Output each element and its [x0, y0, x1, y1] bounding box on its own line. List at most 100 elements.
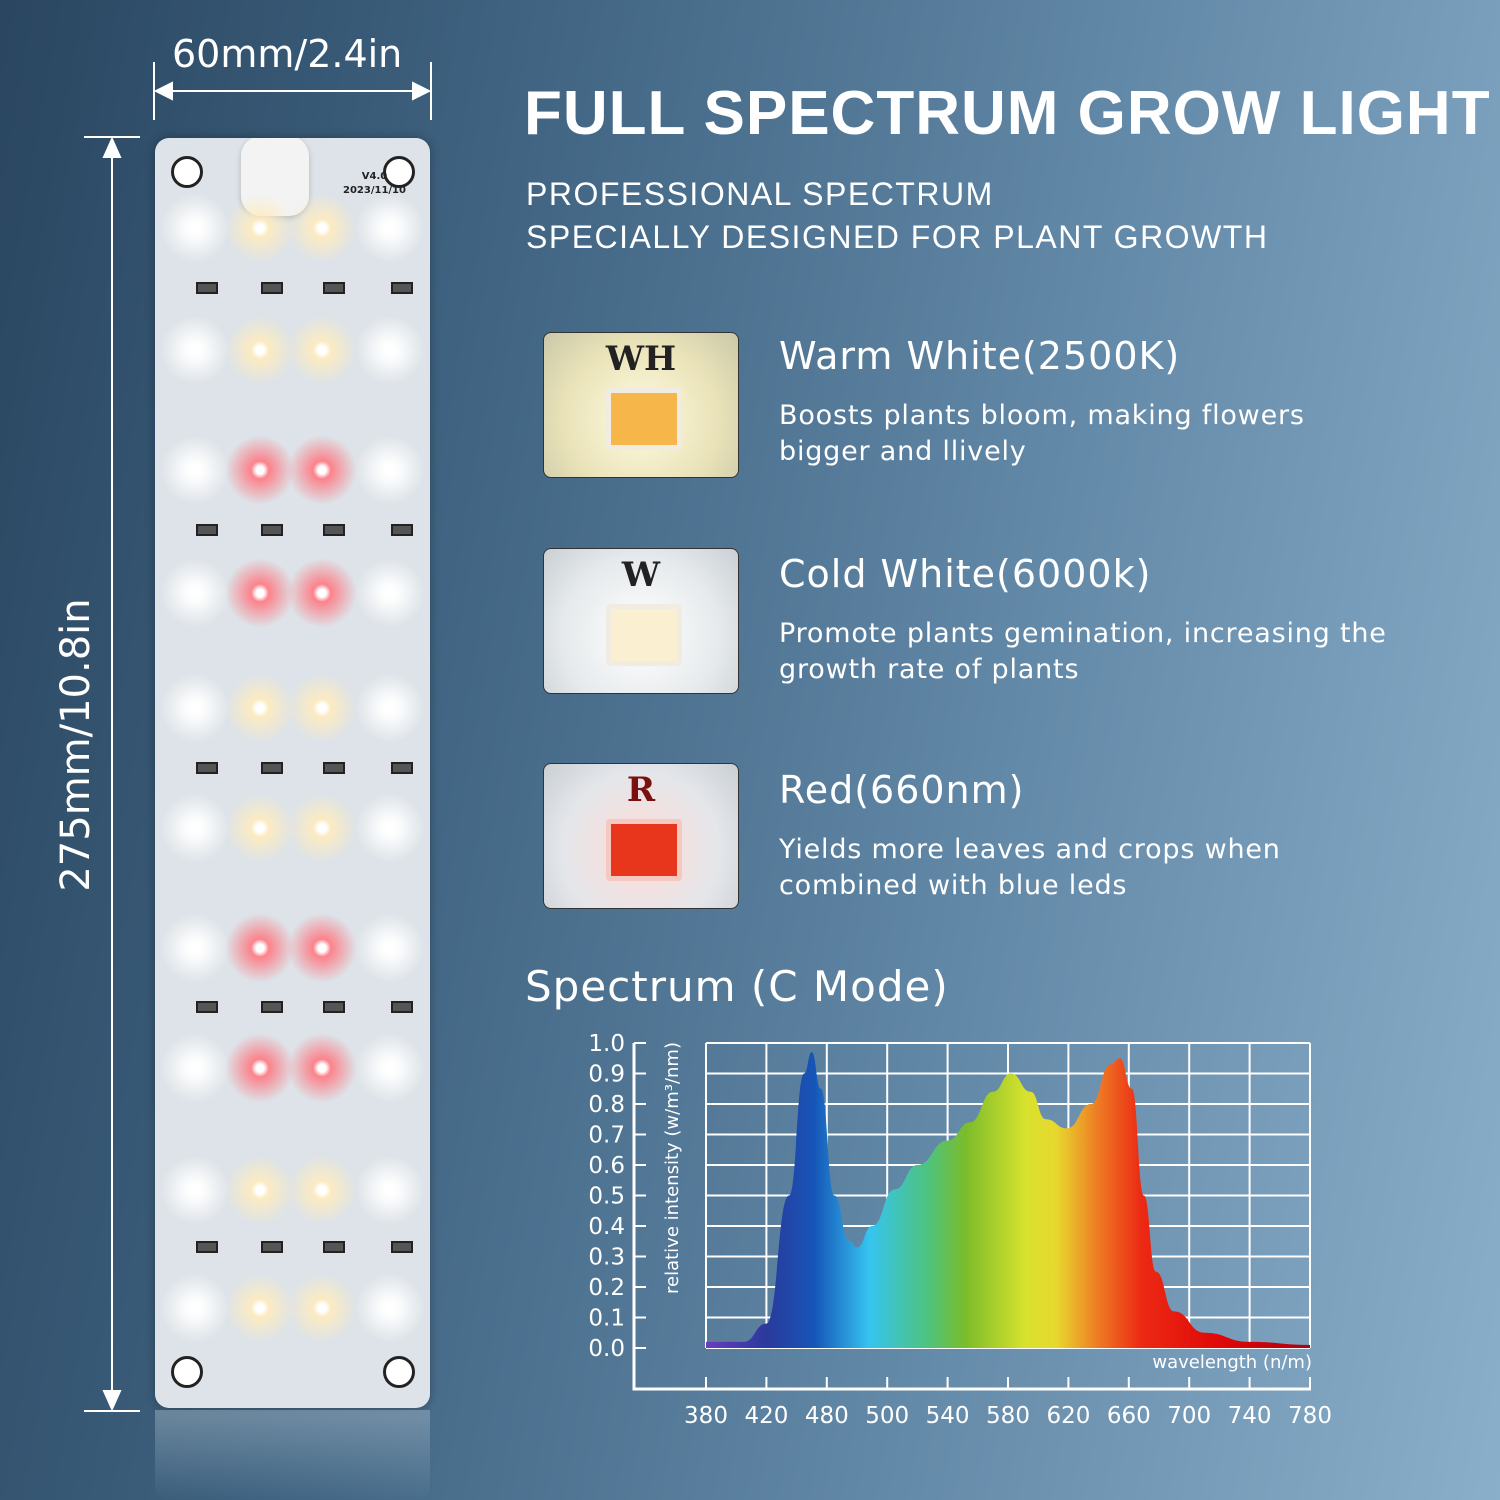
y-axis-label: relative intensity (w/m³/nm) — [662, 1042, 683, 1294]
y-tick-label: 0.6 — [588, 1153, 625, 1179]
led-chip — [606, 388, 682, 450]
x-axis-label: wavelength (n/m) — [1152, 1352, 1312, 1373]
y-tick-label: 0.4 — [588, 1214, 625, 1240]
white-led — [160, 1155, 230, 1225]
white-led — [355, 913, 425, 983]
chip-label: R — [626, 770, 656, 810]
y-tick-label: 0.3 — [588, 1245, 625, 1271]
resistor — [391, 524, 413, 536]
feature-description: Yields more leaves and crops when combin… — [779, 834, 1281, 901]
resistor — [196, 1001, 218, 1013]
resistor — [196, 524, 218, 536]
white-led — [160, 793, 230, 863]
led-chip — [606, 819, 682, 881]
white-led — [225, 193, 295, 263]
subtitle-line-1: PROFESSIONAL SPECTRUM — [526, 176, 994, 212]
white-led — [355, 435, 425, 505]
board-version: V4.0 — [361, 171, 388, 182]
y-tick-label: 0.5 — [588, 1184, 625, 1210]
y-tick-label: 0.8 — [588, 1092, 625, 1118]
resistor — [323, 1001, 345, 1013]
x-tick-label: 480 — [805, 1403, 849, 1429]
x-tick-label: 620 — [1046, 1403, 1090, 1429]
resistor — [261, 282, 283, 294]
feature-description: Promote plants gemination, increasing th… — [779, 618, 1387, 685]
white-led — [225, 793, 295, 863]
white-led — [287, 673, 357, 743]
spectrum-area — [706, 1052, 1310, 1348]
resistor — [391, 282, 413, 294]
y-tick-label: 0.0 — [588, 1336, 625, 1362]
red-led — [225, 435, 295, 505]
white-led — [225, 673, 295, 743]
y-tick-label: 0.9 — [588, 1062, 625, 1088]
x-tick-label: 780 — [1288, 1403, 1332, 1429]
white-led — [355, 193, 425, 263]
resistor — [261, 762, 283, 774]
feature-title: Red(660nm) — [779, 768, 1025, 812]
x-tick-label: 540 — [926, 1403, 970, 1429]
white-led — [355, 558, 425, 628]
resistor — [391, 762, 413, 774]
feature-title: Cold White(6000k) — [779, 552, 1152, 596]
x-tick-label: 580 — [986, 1403, 1030, 1429]
white-led — [225, 315, 295, 385]
mounting-hole — [171, 156, 203, 188]
x-tick-label: 660 — [1107, 1403, 1151, 1429]
resistor — [323, 524, 345, 536]
white-led — [225, 1155, 295, 1225]
resistor — [391, 1001, 413, 1013]
red-led — [287, 1033, 357, 1103]
mounting-hole — [171, 1356, 203, 1388]
y-tick-label: 1.0 — [588, 1031, 625, 1057]
red-led — [225, 1033, 295, 1103]
resistor — [261, 1241, 283, 1253]
white-led — [287, 315, 357, 385]
resistor — [391, 1241, 413, 1253]
chart-title: Spectrum (C Mode) — [525, 962, 949, 1011]
white-led — [287, 793, 357, 863]
white-led — [160, 1273, 230, 1343]
dimension-arrows — [84, 62, 432, 1412]
x-tick-label: 380 — [684, 1403, 728, 1429]
white-led — [355, 673, 425, 743]
chip-label: W — [621, 555, 661, 595]
white-led — [287, 1155, 357, 1225]
x-tick-label: 700 — [1167, 1403, 1211, 1429]
white-led — [355, 315, 425, 385]
mounting-hole — [383, 1356, 415, 1388]
resistor — [196, 1241, 218, 1253]
red-led — [287, 913, 357, 983]
red-led — [225, 913, 295, 983]
axis-frame — [632, 1043, 1311, 1391]
y-tick-label: 0.2 — [588, 1275, 625, 1301]
y-tick-label: 0.1 — [588, 1306, 625, 1332]
y-tick-label: 0.7 — [588, 1123, 625, 1149]
x-tick-label: 740 — [1228, 1403, 1272, 1429]
mounting-hole — [383, 156, 415, 188]
resistor — [261, 524, 283, 536]
white-led — [160, 435, 230, 505]
subtitle-line-2: SPECIALLY DESIGNED FOR PLANT GROWTH — [526, 219, 1269, 255]
white-led — [355, 1033, 425, 1103]
cold-white-chip-image: W — [543, 548, 739, 694]
warm-white-chip-image: WH — [543, 332, 739, 478]
white-led — [160, 558, 230, 628]
red-led — [225, 558, 295, 628]
white-led — [355, 1155, 425, 1225]
x-tick-label: 420 — [744, 1403, 788, 1429]
white-led — [355, 1273, 425, 1343]
white-led — [160, 315, 230, 385]
white-led — [287, 193, 357, 263]
resistor — [323, 1241, 345, 1253]
white-led — [160, 193, 230, 263]
board-date: 2023/11/10 — [343, 185, 406, 196]
width-dimension-label: 60mm/2.4in — [172, 32, 403, 76]
white-led — [355, 793, 425, 863]
white-led — [160, 1033, 230, 1103]
feature-title: Warm White(2500K) — [779, 334, 1181, 378]
resistor — [261, 1001, 283, 1013]
white-led — [160, 913, 230, 983]
red-chip-image: R — [543, 763, 739, 909]
